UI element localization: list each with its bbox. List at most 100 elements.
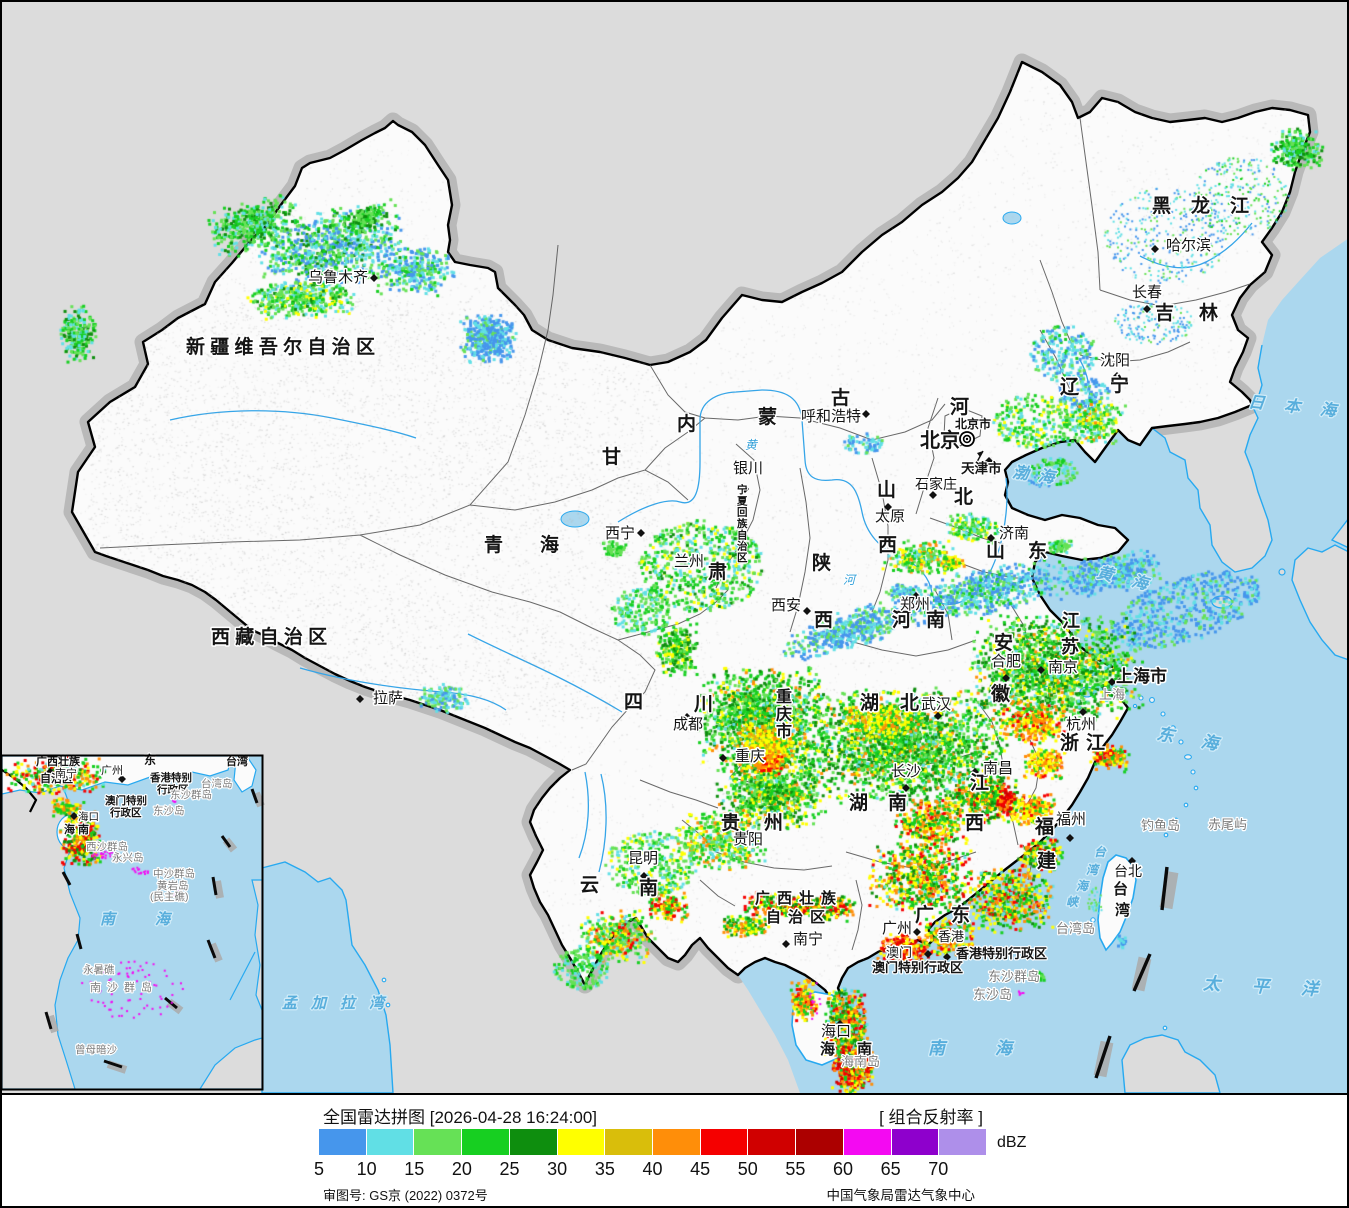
map-label: 杭州	[1066, 716, 1096, 733]
city-marker	[924, 950, 932, 958]
map-label: 河	[892, 609, 911, 631]
colorbar-tick: 40	[642, 1159, 663, 1179]
city-marker	[1143, 305, 1151, 313]
map-label: 郑州	[900, 596, 930, 613]
product-name: [ 组合反射率 ]	[879, 1108, 983, 1127]
colorbar-tick: 15	[404, 1159, 425, 1179]
map-label: 海口	[78, 810, 99, 823]
map-label: 湖	[849, 792, 868, 814]
colorbar-segment-70	[939, 1129, 987, 1155]
map-label: 呼和浩特	[801, 408, 861, 425]
colorbar-tick: 25	[499, 1159, 520, 1179]
colorbar-segment-45	[700, 1129, 749, 1155]
map-label: 广	[915, 903, 934, 926]
city-marker	[1128, 857, 1136, 865]
map-label: 渤海	[1011, 463, 1065, 488]
city-marker	[1113, 372, 1121, 380]
city-marker	[1079, 708, 1087, 716]
map-label: 云	[580, 875, 599, 896]
colorbar-segment-60	[843, 1129, 892, 1155]
map-label: 南海	[928, 1039, 1062, 1058]
colorbar-segment-30	[557, 1129, 606, 1155]
map-label: 太平洋	[1202, 974, 1349, 1001]
map-label: 河	[843, 573, 857, 587]
map-label: 孟加拉湾	[282, 994, 398, 1012]
map-label: 石家庄	[915, 476, 957, 492]
city-marker	[1151, 245, 1159, 253]
city-marker	[356, 695, 364, 703]
city-marker	[70, 812, 78, 820]
map-label: 台湾	[226, 754, 248, 768]
map-label: 东	[951, 903, 970, 926]
map-label: 海 南	[64, 822, 89, 836]
colorbar	[319, 1129, 987, 1155]
city-marker	[836, 1020, 844, 1028]
map-label: 峡	[1066, 895, 1080, 909]
map-label: 宁夏回族自治区	[736, 483, 748, 564]
colorbar-segment-5	[319, 1129, 367, 1155]
map-label: 河	[950, 396, 969, 418]
city-marker	[1037, 666, 1045, 674]
map-label: 南昌	[983, 760, 1013, 777]
map-label: 南宁	[55, 766, 77, 780]
colorbar-segment-35	[605, 1129, 654, 1155]
map-label: 广州	[882, 920, 912, 937]
city-marker	[118, 775, 126, 783]
map-label: 哈尔滨	[1166, 237, 1211, 254]
map-label: 江	[1062, 611, 1080, 631]
map-label: 北	[954, 486, 973, 508]
map-label: 南	[639, 877, 658, 899]
map-label: 黄岩岛	[157, 879, 189, 892]
map-label: 江	[970, 772, 989, 794]
colorbar-segment-15	[414, 1129, 463, 1155]
map-label: 乌鲁木齐	[308, 269, 368, 286]
tianjin-arrow-head	[977, 451, 983, 457]
colorbar-tick: 30	[547, 1159, 568, 1179]
map-label: 重庆市	[775, 687, 792, 741]
city-marker	[719, 754, 727, 762]
city-marker	[929, 491, 937, 499]
map-label: 湖	[860, 692, 879, 714]
map-label: 林	[1199, 301, 1218, 324]
colorbar-tick: 50	[737, 1159, 758, 1179]
city-marker	[971, 768, 979, 776]
map-label: 福	[1034, 815, 1054, 838]
map-label: 湾	[1115, 901, 1130, 919]
colorbar-segment-55	[796, 1129, 844, 1155]
map-label: 西 藏 自 治 区	[211, 625, 327, 648]
map-label: 兰州	[674, 553, 704, 570]
map-label: 南海	[100, 911, 210, 928]
city-marker	[370, 274, 378, 282]
map-label: 贵阳	[733, 831, 763, 848]
map-label: 中沙群岛	[153, 867, 195, 880]
map-label: 天津市	[961, 460, 1002, 476]
city-marker	[934, 712, 942, 720]
map-label: 北	[900, 692, 919, 714]
map-label: 拉萨	[373, 690, 403, 707]
map-label: 贵	[721, 812, 740, 834]
map-label: 长春	[1132, 284, 1162, 301]
capital-marker-beijing	[959, 431, 975, 447]
map-label: 永兴岛	[112, 851, 144, 864]
city-marker	[884, 503, 892, 511]
city-marker	[985, 457, 993, 465]
map-label: 赤尾屿	[1208, 817, 1247, 832]
map-label: 合肥	[991, 653, 1021, 670]
colorbar-tick: 55	[785, 1159, 806, 1179]
map-label: 东沙群岛	[988, 969, 1040, 984]
map-label: 山	[986, 540, 1005, 562]
china-radar-map: 新 疆 维 吾 尔 自 治 区西 藏 自 治 区青海甘肃内蒙古陕西山西河北山东河…	[0, 0, 1349, 1093]
map-label: 四	[624, 692, 643, 713]
map-label: 古	[831, 386, 850, 409]
city-marker	[902, 784, 910, 792]
map-label: 澳门	[886, 945, 912, 960]
colorbar-segment-40	[653, 1129, 701, 1155]
map-label: 澳门特别行政区	[872, 960, 963, 975]
map-label: 广西壮族	[36, 754, 81, 768]
city-marker	[1066, 834, 1074, 842]
map-label: 广西壮族	[755, 889, 843, 907]
map-label: 西	[965, 813, 984, 834]
radar-echo-canvas	[0, 0, 1349, 1093]
map-label: 西沙群岛	[86, 840, 128, 853]
map-label: 西宁	[605, 525, 635, 542]
